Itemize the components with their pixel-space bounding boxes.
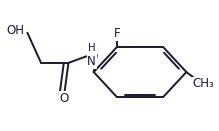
Text: N: N (87, 55, 96, 68)
Text: OH: OH (7, 24, 25, 37)
Text: CH₃: CH₃ (192, 77, 214, 90)
Text: O: O (60, 92, 69, 105)
Text: F: F (114, 28, 120, 40)
Text: H: H (88, 43, 95, 53)
